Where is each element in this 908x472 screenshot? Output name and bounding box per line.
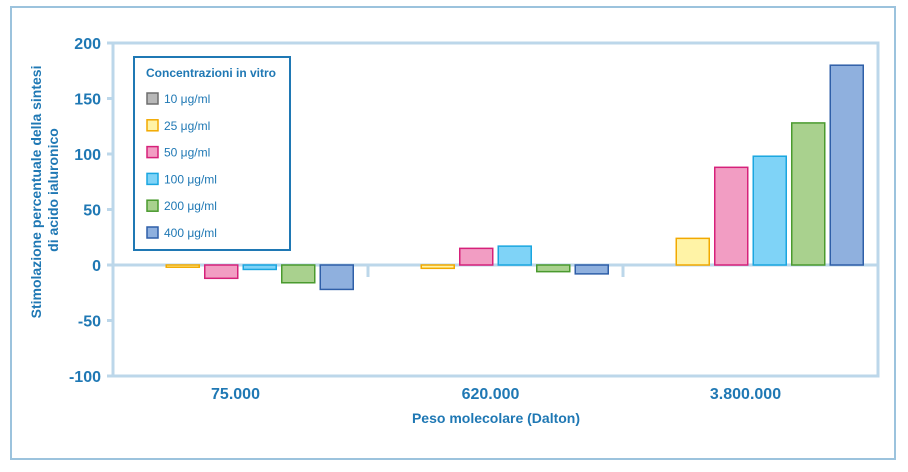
bar	[574, 264, 609, 275]
y-tick-label: 150	[74, 92, 101, 109]
legend-item-label: 400 μg/ml	[164, 226, 217, 240]
legend-swatch	[146, 92, 159, 105]
legend-item-label: 50 μg/ml	[164, 146, 210, 160]
bar	[675, 237, 710, 266]
bar	[497, 245, 532, 266]
legend-swatch	[146, 199, 159, 212]
legend-swatch	[146, 226, 159, 239]
bar	[420, 264, 455, 270]
y-tick-label: 100	[74, 147, 101, 164]
bar	[319, 264, 354, 291]
bar	[752, 155, 787, 266]
legend-item-label: 200 μg/ml	[164, 199, 217, 213]
y-tick-label: 200	[74, 36, 101, 53]
legend-title: Concentrazioni in vitro	[146, 66, 276, 80]
bar	[459, 247, 494, 266]
x-axis-title: Peso molecolare (Dalton)	[412, 410, 580, 426]
y-axis-title-line-1: Stimolazione percentuale della sintesi	[28, 66, 44, 319]
legend: Concentrazioni in vitro 10 μg/ml 25 μg/ml 5…	[133, 56, 291, 251]
legend-item-label: 25 μg/ml	[164, 119, 210, 133]
legend-swatch	[146, 119, 159, 132]
y-tick-label: 50	[83, 203, 101, 220]
x-category-label: 75.000	[211, 386, 260, 403]
bar	[204, 264, 239, 280]
y-axis-title: Stimolazione percentuale della sintesi d…	[28, 62, 61, 319]
legend-item-label: 100 μg/ml	[164, 172, 217, 186]
bar	[791, 122, 826, 266]
bar	[536, 264, 571, 273]
y-tick-label: -50	[78, 314, 101, 331]
x-category-label: 620.000	[462, 386, 520, 403]
x-category-label: 3.800.000	[710, 386, 781, 403]
bar	[281, 264, 316, 284]
legend-box	[133, 56, 291, 251]
bar	[242, 264, 277, 271]
legend-swatch	[146, 172, 159, 186]
legend-item-label: 10 μg/ml	[164, 92, 210, 106]
bar	[165, 264, 200, 268]
legend-swatch	[146, 145, 159, 159]
y-axis-title-line-2: di acido ialuronico	[45, 128, 61, 252]
bar	[829, 64, 864, 266]
bar	[714, 166, 749, 266]
y-tick-label: -100	[69, 369, 101, 386]
y-tick-label: 0	[92, 258, 101, 275]
